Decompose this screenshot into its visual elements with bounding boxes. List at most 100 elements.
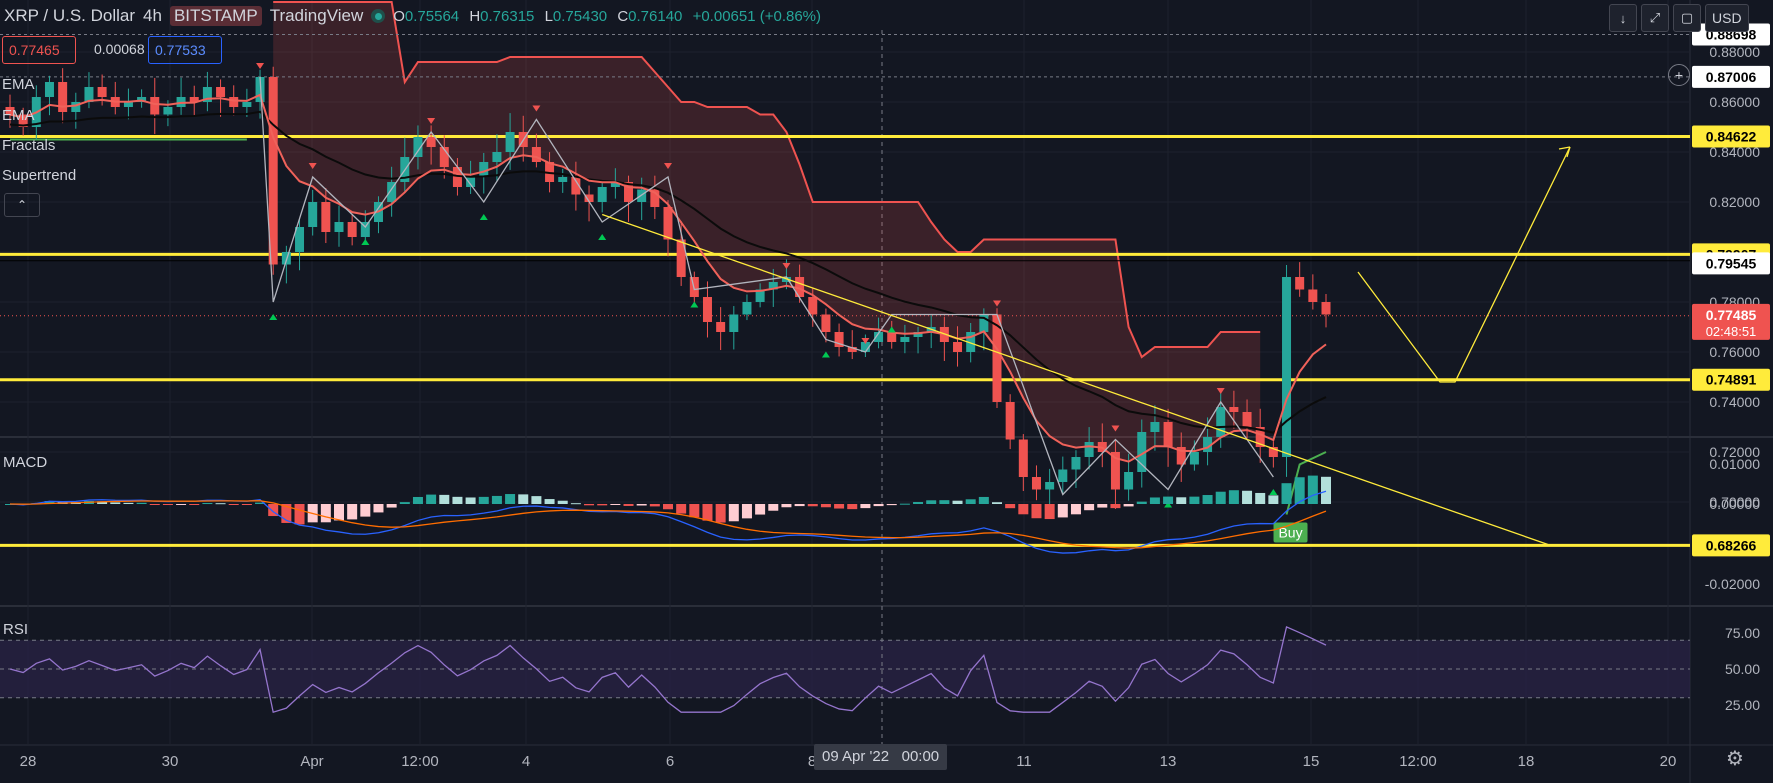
macd-histogram-bar <box>189 504 200 505</box>
candle-body <box>413 137 423 157</box>
macd-histogram-bar <box>886 504 897 506</box>
candle <box>1058 456 1068 494</box>
macd-histogram-bar <box>373 504 384 513</box>
expand-icon: ⤢ <box>1649 10 1661 25</box>
macd-histogram-bar <box>557 500 568 504</box>
ema-fast-line <box>9 93 1327 463</box>
indicator-ema-1[interactable]: EMA <box>2 76 35 93</box>
macd-histogram-bar <box>570 503 581 505</box>
candle <box>5 94 15 128</box>
candle <box>347 214 357 246</box>
candle-body <box>663 207 673 240</box>
candle <box>1308 274 1318 310</box>
chevron-up-icon: ⌃ <box>16 198 28 212</box>
candle <box>84 72 94 109</box>
collapse-legend-button[interactable]: ⌃ <box>4 193 40 217</box>
fractal-zigzag <box>259 76 1274 496</box>
candle <box>531 133 541 168</box>
rsi-band <box>0 640 1690 698</box>
macd-histogram-bar <box>149 504 160 505</box>
candle-body <box>334 222 344 232</box>
y-tick-label: 0.84000 <box>1709 144 1760 160</box>
candle-body <box>624 182 634 202</box>
indicator-fractals[interactable]: Fractals <box>2 137 56 154</box>
candle <box>1282 264 1292 477</box>
indicator-ema-2[interactable]: EMA <box>2 107 35 124</box>
candle-body <box>1242 412 1252 427</box>
rsi-y-tick-label: 50.00 <box>1725 661 1760 677</box>
candle <box>702 281 712 338</box>
macd-histogram-bar <box>544 499 555 504</box>
fullscreen-button[interactable]: ⤢ <box>1641 4 1669 32</box>
y-tick-label: 0.76000 <box>1709 344 1760 360</box>
macd-histogram-bar <box>1110 504 1121 509</box>
chart-header: XRP / U.S. Dollar 4h BITSTAMP TradingVie… <box>0 0 827 32</box>
candle <box>1295 262 1305 297</box>
macd-histogram-bar <box>597 504 608 506</box>
fractal-down-marker <box>427 118 436 124</box>
price-label: 0.79545 <box>1706 255 1757 271</box>
candle-body <box>466 177 476 187</box>
candle <box>1242 399 1252 439</box>
macd-histogram-bar <box>518 494 529 504</box>
candle <box>308 189 318 236</box>
candle <box>953 326 963 367</box>
y-tick-label: 0.82000 <box>1709 194 1760 210</box>
symbol-title[interactable]: XRP / U.S. Dollar <box>4 6 136 25</box>
add-alert-button[interactable]: + <box>1668 64 1690 86</box>
candle <box>900 324 910 354</box>
trend-line <box>601 213 1549 546</box>
price-label: 0.84622 <box>1706 128 1757 144</box>
candle-body <box>202 87 212 102</box>
fractal-up-marker <box>269 314 278 320</box>
candle <box>1110 440 1120 510</box>
price-label-bg <box>1692 534 1770 557</box>
interval[interactable]: 4h <box>143 6 162 25</box>
screen-icon: ▢ <box>1680 10 1694 25</box>
candle-body <box>1058 469 1068 482</box>
macd-histogram-bar <box>689 504 700 518</box>
macd-histogram-bar <box>965 499 976 504</box>
candle-body <box>295 227 305 252</box>
sell-price-button[interactable]: 0.77465 <box>2 36 76 64</box>
candle-body <box>1005 402 1015 440</box>
fractal-down-marker <box>308 163 317 169</box>
candle <box>492 134 502 182</box>
candle-body <box>123 102 133 107</box>
candle <box>1268 441 1278 468</box>
candle <box>1176 432 1186 482</box>
candle-body <box>505 132 515 152</box>
macd-histogram-bar <box>913 502 924 504</box>
candle-body <box>1150 422 1160 432</box>
download-button[interactable]: ↓ <box>1609 4 1637 32</box>
candle <box>110 81 120 115</box>
candle <box>610 168 620 199</box>
candle <box>334 205 344 247</box>
candle <box>295 218 305 271</box>
buy-price-button[interactable]: 0.77533 <box>148 36 222 64</box>
candle-body <box>742 302 752 315</box>
y-tick-label: 0.88000 <box>1709 44 1760 60</box>
macd-histogram-bar <box>1057 504 1068 518</box>
price-label: 0.74891 <box>1706 372 1757 388</box>
macd-histogram-bar <box>623 504 634 506</box>
chart-settings-button[interactable]: ⚙ <box>1726 746 1744 771</box>
arrow-head-icon <box>1558 146 1571 158</box>
rsi-line <box>9 626 1327 714</box>
indicator-supertrend[interactable]: Supertrend <box>2 167 77 184</box>
macd-y-tick-label: 0.01000 <box>1709 456 1760 472</box>
macd-histogram-bar <box>228 504 239 505</box>
candle-body <box>1216 407 1226 437</box>
currency-select[interactable]: USD <box>1705 4 1749 32</box>
macd-histogram-bar <box>531 496 542 504</box>
x-tick-label: 15 <box>1303 753 1320 770</box>
macd-histogram-bar <box>741 504 752 519</box>
candle <box>1018 434 1028 492</box>
macd-histogram-bar <box>110 502 121 504</box>
screenshot-button[interactable]: ▢ <box>1673 4 1701 32</box>
candle-body <box>308 202 318 227</box>
chart-toolbar: ↓ ⤢ ▢ USD <box>1609 4 1749 32</box>
fractal-down-marker <box>664 163 672 169</box>
candle-body <box>1255 427 1265 447</box>
